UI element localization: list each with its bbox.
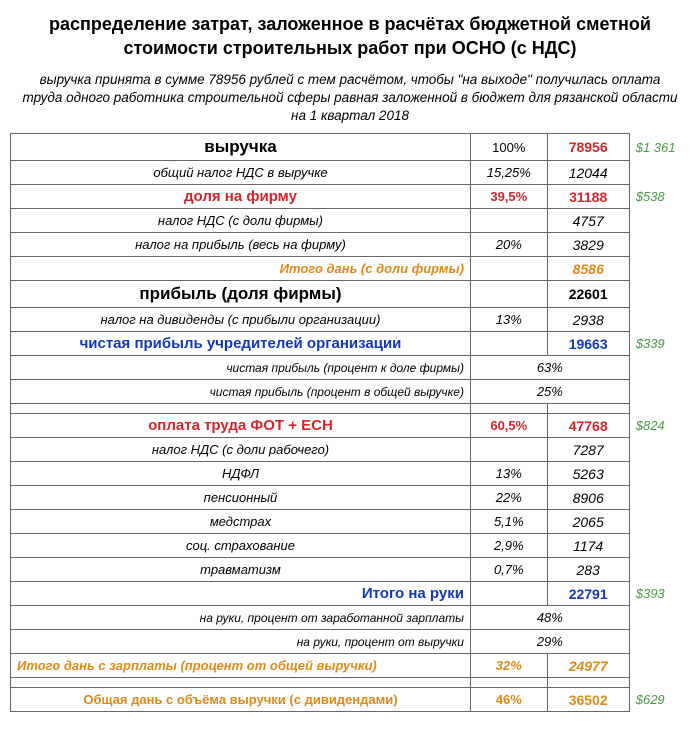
cell-label: чистая прибыль (процент к доле фирмы) — [11, 356, 471, 380]
row-ndfl: НДФЛ 13% 5263 — [11, 462, 690, 486]
cell-val: 2065 — [547, 510, 629, 534]
cell-val: 3829 — [547, 233, 629, 257]
cell-val: 8906 — [547, 486, 629, 510]
row-med: медстрах 5,1% 2065 — [11, 510, 690, 534]
cell-label: чистая прибыль (процент в общей выручке) — [11, 380, 471, 404]
cell-val: 78956 — [547, 134, 629, 161]
cell-pct: 2,9% — [470, 534, 547, 558]
cell-val: 4757 — [547, 209, 629, 233]
row-net-founders: чистая прибыль учредителей организации 1… — [11, 332, 690, 356]
cell-label: Итого дань с зарплаты (процент от общей … — [11, 654, 471, 678]
cell-pct: 20% — [470, 233, 547, 257]
cell-label: на руки, процент от заработанной зарплат… — [11, 606, 471, 630]
cell-label: пенсионный — [11, 486, 471, 510]
cell-label: налог на прибыль (весь на фирму) — [11, 233, 471, 257]
cell-pct: 48% — [470, 606, 629, 630]
row-vat-total: общий налог НДС в выручке 15,25% 12044 — [11, 161, 690, 185]
cell-pct: 25% — [470, 380, 629, 404]
cell-label: Общая дань с объёма выручки (с дивиденда… — [11, 688, 471, 712]
cell-pct: 29% — [470, 630, 629, 654]
row-firm-tribute: Итого дань (с доли фирмы) 8586 — [11, 257, 690, 281]
cell-pct: 60,5% — [470, 414, 547, 438]
cell-val: 5263 — [547, 462, 629, 486]
row-wages: оплата труда ФОТ + ЕСН 60,5% 47768 $824 — [11, 414, 690, 438]
row-wage-tribute: Итого дань с зарплаты (процент от общей … — [11, 654, 690, 678]
row-firm-profit: прибыль (доля фирмы) 22601 — [11, 281, 690, 308]
page-title: распределение затрат, заложенное в расчё… — [10, 12, 690, 61]
row-soc: соц. страхование 2,9% 1174 — [11, 534, 690, 558]
cell-label: оплата труда ФОТ + ЕСН — [11, 414, 471, 438]
row-pension: пенсионный 22% 8906 — [11, 486, 690, 510]
cell-val: 22601 — [547, 281, 629, 308]
cost-table: выручка 100% 78956 $1 361 общий налог НД… — [10, 133, 690, 712]
cell-val: 22791 — [547, 582, 629, 606]
cell-usd: $393 — [629, 582, 689, 606]
cell-usd: $1 361 — [629, 134, 689, 161]
row-vat-firm: налог НДС (с доли фирмы) 4757 — [11, 209, 690, 233]
row-np-pct-firm: чистая прибыль (процент к доле фирмы) 63… — [11, 356, 690, 380]
row-total-tribute: Общая дань с объёма выручки (с дивиденда… — [11, 688, 690, 712]
row-th-pct-rev: на руки, процент от выручки 29% — [11, 630, 690, 654]
cell-label: Итого на руки — [11, 582, 471, 606]
row-profit-tax: налог на прибыль (весь на фирму) 20% 382… — [11, 233, 690, 257]
row-injury: травматизм 0,7% 283 — [11, 558, 690, 582]
cell-label: медстрах — [11, 510, 471, 534]
cell-label: налог НДС (с доли рабочего) — [11, 438, 471, 462]
row-revenue: выручка 100% 78956 $1 361 — [11, 134, 690, 161]
row-th-pct-wage: на руки, процент от заработанной зарплат… — [11, 606, 690, 630]
cell-val: 7287 — [547, 438, 629, 462]
cell-label: Итого дань (с доли фирмы) — [11, 257, 471, 281]
row-vat-worker: налог НДС (с доли рабочего) 7287 — [11, 438, 690, 462]
cell-pct: 0,7% — [470, 558, 547, 582]
cell-label: чистая прибыль учредителей организации — [11, 332, 471, 356]
row-spacer — [11, 404, 690, 414]
cell-label: налог НДС (с доли фирмы) — [11, 209, 471, 233]
cell-pct: 46% — [470, 688, 547, 712]
cell-val: 36502 — [547, 688, 629, 712]
cell-pct: 13% — [470, 462, 547, 486]
cell-pct: 13% — [470, 308, 547, 332]
cell-pct — [470, 209, 547, 233]
cell-label: прибыль (доля фирмы) — [11, 281, 471, 308]
cell-pct: 15,25% — [470, 161, 547, 185]
cell-val: 12044 — [547, 161, 629, 185]
cell-usd: $538 — [629, 185, 689, 209]
cell-val: 2938 — [547, 308, 629, 332]
cell-usd: $339 — [629, 332, 689, 356]
cell-val: 19663 — [547, 332, 629, 356]
cell-label: на руки, процент от выручки — [11, 630, 471, 654]
cell-label: соц. страхование — [11, 534, 471, 558]
page-subtitle: выручка принята в сумме 78956 рублей с т… — [10, 71, 690, 126]
row-take-home: Итого на руки 22791 $393 — [11, 582, 690, 606]
cell-label: травматизм — [11, 558, 471, 582]
cell-val: 31188 — [547, 185, 629, 209]
cell-val: 47768 — [547, 414, 629, 438]
cell-label: общий налог НДС в выручке — [11, 161, 471, 185]
cell-pct: 63% — [470, 356, 629, 380]
cell-pct: 39,5% — [470, 185, 547, 209]
cell-usd: $824 — [629, 414, 689, 438]
cell-label: НДФЛ — [11, 462, 471, 486]
cell-val: 24977 — [547, 654, 629, 678]
cell-label: доля на фирму — [11, 185, 471, 209]
cell-val: 8586 — [547, 257, 629, 281]
cell-usd: $629 — [629, 688, 689, 712]
cell-pct: 32% — [470, 654, 547, 678]
cell-val: 283 — [547, 558, 629, 582]
cell-pct: 22% — [470, 486, 547, 510]
row-np-pct-rev: чистая прибыль (процент в общей выручке)… — [11, 380, 690, 404]
cell-pct: 100% — [470, 134, 547, 161]
cell-label: налог на дивиденды (с прибыли организаци… — [11, 308, 471, 332]
cell-label: выручка — [11, 134, 471, 161]
cell-pct: 5,1% — [470, 510, 547, 534]
row-spacer — [11, 678, 690, 688]
row-div-tax: налог на дивиденды (с прибыли организаци… — [11, 308, 690, 332]
cell-val: 1174 — [547, 534, 629, 558]
row-firm-share: доля на фирму 39,5% 31188 $538 — [11, 185, 690, 209]
